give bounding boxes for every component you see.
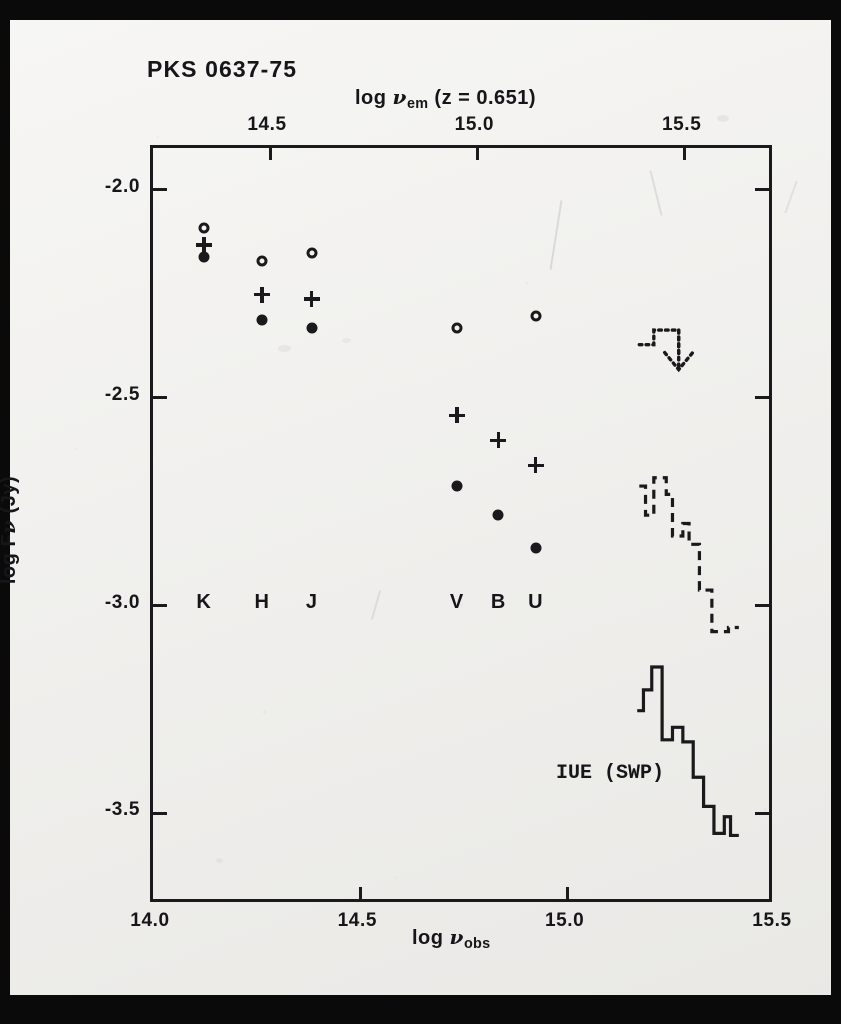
page-title: PKS 0637-75 [147,56,298,82]
y-axis-tick-right [755,604,769,608]
data-point-open-circle-k [198,222,210,234]
spectrum-trace-iue-lwr-dashed [639,476,739,634]
bottom-axis-subscript: obs [463,936,491,953]
y-axis-tick-label: -3.5 [104,799,140,821]
spectrum-trace-iue-swp-solid [637,665,739,838]
x-axis-tick-label: 14.0 [130,910,170,931]
spectrum-trace-upper-limit-dotted [637,328,681,359]
data-point-plus-h [253,286,270,303]
y-axis-tick [153,811,167,815]
x-axis-tick [566,887,570,899]
plate-dust-speck [278,345,291,352]
data-point-open-circle-u [530,310,542,322]
top-axis-tick-label: 15.5 [661,114,702,135]
data-point-open-circle-h [256,255,268,267]
y-axis-tick-label: -3.0 [104,591,140,613]
band-label-u: U [528,590,544,613]
upper-limit-arrow-head [663,350,695,373]
x-axis-tick-label: 15.0 [544,910,585,931]
top-axis-title-prefix: log [355,87,393,109]
bottom-axis-title-prefix: log [412,927,450,949]
y-axis-tick-right [755,188,769,192]
band-label-b: B [490,590,506,613]
y-axis-tick-label: -2.5 [104,383,140,405]
nu-symbol-bottom: ν [449,925,464,949]
y-axis-tick [153,396,167,400]
x-axis-tick [358,887,362,899]
y-axis-tick [153,604,167,608]
data-point-plus-u [527,457,544,474]
y-axis-tick-label: -2.0 [104,175,140,197]
plate-dust-speck [717,115,729,122]
band-label-j: J [305,590,318,613]
data-point-filled-circle-b [492,509,504,521]
data-point-plus-j [303,290,320,307]
data-point-open-circle-v [451,322,463,334]
top-axis-tick-label: 15.0 [454,114,495,135]
data-point-filled-circle-u [530,542,542,554]
y-axis-tick-right [755,396,769,400]
data-point-filled-circle-v [451,480,463,492]
data-point-plus-b [490,432,507,449]
data-point-plus-k [195,236,212,253]
iue-spectrum-caption: IUE (SWP) [556,762,665,785]
top-axis-tick-label: 14.5 [247,114,287,135]
top-axis-tick [268,148,272,160]
nu-symbol-top: ν [392,85,407,109]
plot-frame [150,145,772,902]
redshift-annotation: (z = 0.651) [434,87,537,109]
data-point-plus-v [448,407,465,424]
data-point-filled-circle-j [306,322,318,334]
top-axis-title: log νem (z = 0.651) [355,85,536,112]
top-axis-tick [683,148,687,160]
band-label-k: K [196,590,212,613]
data-point-open-circle-j [306,247,318,259]
y-axis-tick [153,188,167,192]
data-point-filled-circle-k [198,251,210,263]
x-axis-tick-label: 14.5 [337,910,378,931]
x-axis-tick-label: 15.5 [752,910,792,931]
band-label-h: H [254,590,270,613]
data-point-filled-circle-h [256,314,268,326]
bottom-axis-title: log νobs [412,925,490,952]
band-label-v: V [449,590,464,613]
top-axis-subscript: em [406,96,429,113]
top-axis-tick [475,148,479,160]
y-axis-tick-right [755,811,769,815]
